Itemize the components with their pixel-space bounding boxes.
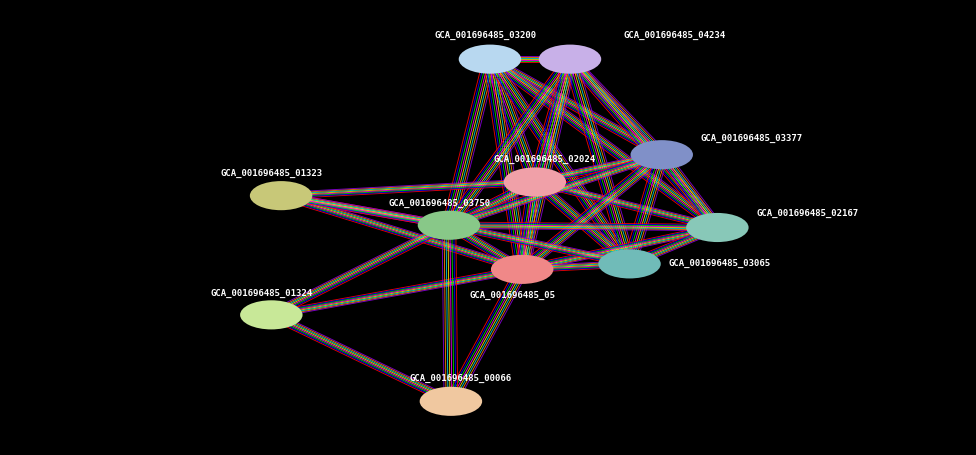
Circle shape <box>420 387 482 416</box>
Circle shape <box>539 45 601 74</box>
Circle shape <box>630 140 693 169</box>
Text: GCA_001696485_03065: GCA_001696485_03065 <box>669 259 771 268</box>
Circle shape <box>459 45 521 74</box>
Text: GCA_001696485_04234: GCA_001696485_04234 <box>624 31 726 40</box>
Circle shape <box>250 181 312 210</box>
Text: GCA_001696485_03200: GCA_001696485_03200 <box>434 31 536 40</box>
Text: GCA_001696485_01324: GCA_001696485_01324 <box>211 288 312 298</box>
Circle shape <box>491 255 553 284</box>
Text: GCA_001696485_02167: GCA_001696485_02167 <box>756 209 859 218</box>
Circle shape <box>240 300 303 329</box>
Text: GCA_001696485_01323: GCA_001696485_01323 <box>221 169 322 178</box>
Text: GCA_001696485_03750: GCA_001696485_03750 <box>388 199 490 208</box>
Text: GCA_001696485_03377: GCA_001696485_03377 <box>701 134 803 143</box>
Circle shape <box>418 211 480 240</box>
Circle shape <box>504 167 566 197</box>
Circle shape <box>598 249 661 278</box>
Text: GCA_001696485_00066: GCA_001696485_00066 <box>410 374 511 383</box>
Circle shape <box>686 213 749 242</box>
Text: GCA_001696485_05: GCA_001696485_05 <box>469 291 555 300</box>
Text: GCA_001696485_02024: GCA_001696485_02024 <box>494 155 595 164</box>
